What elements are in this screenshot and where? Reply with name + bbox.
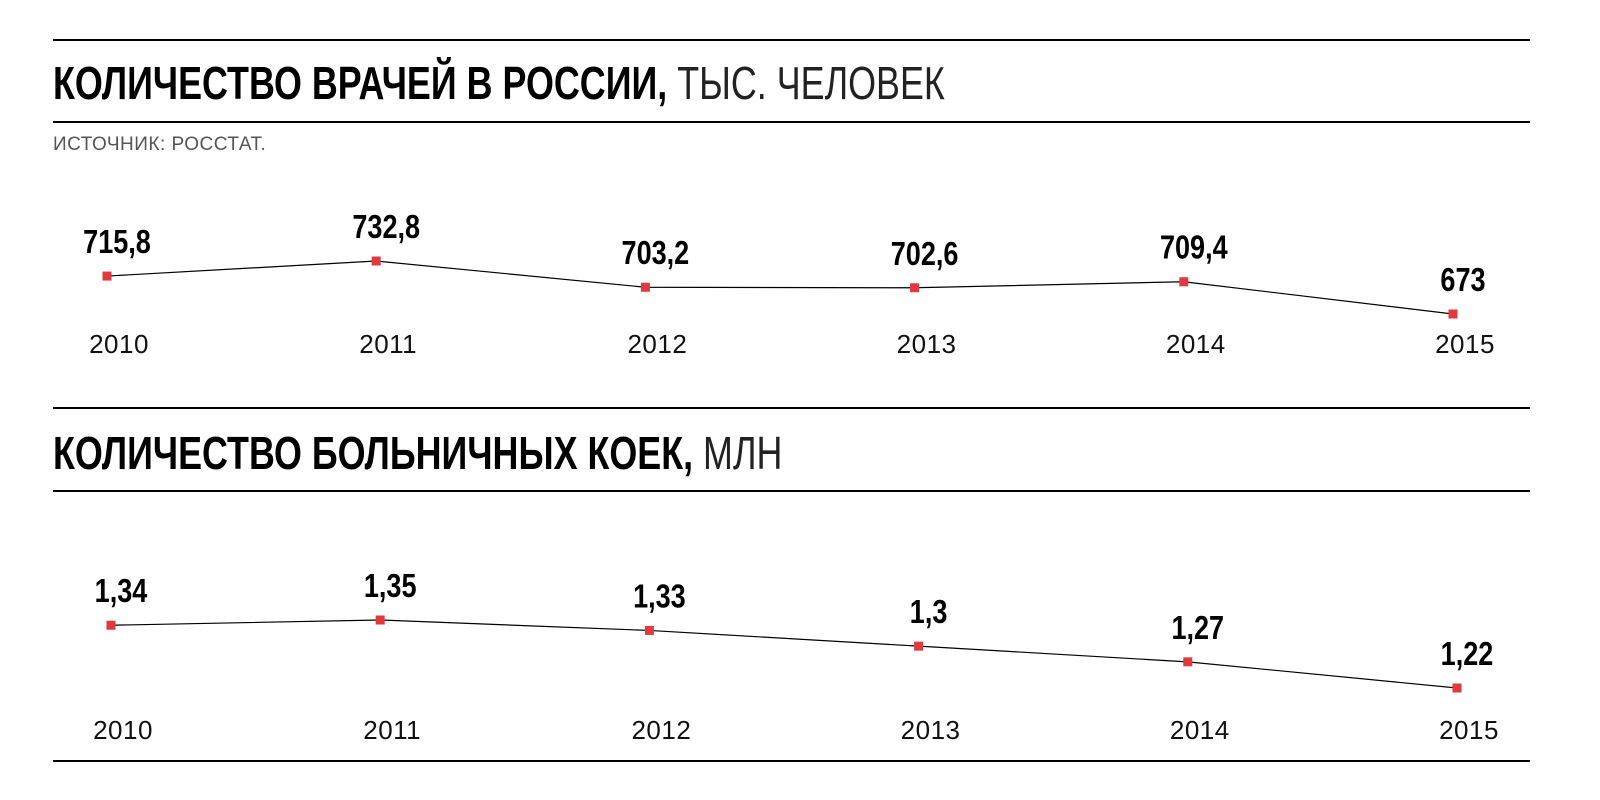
chart1-x-tick-label: 2012	[627, 329, 687, 359]
chart2-title-main: КОЛИЧЕСТВО БОЛЬНИЧНЫХ КОЕК,	[53, 427, 694, 479]
chart1-series-line	[106, 260, 1454, 315]
chart2-x-tick-label: 2015	[1439, 715, 1499, 745]
chart1-value-label: 702,6	[891, 236, 959, 272]
chart2-point-2014	[1183, 657, 1193, 667]
bottom-rule	[53, 760, 1530, 762]
chart1-point-2011	[371, 256, 381, 266]
chart2-value-label: 1,35	[364, 569, 417, 605]
chart2-point-2011	[375, 615, 385, 625]
top-rule	[53, 39, 1530, 41]
chart1-x-tick-label: 2010	[89, 329, 149, 359]
chart2-point-2010	[106, 620, 116, 630]
chart2-title: КОЛИЧЕСТВО БОЛЬНИЧНЫХ КОЕК, МЛН	[53, 430, 782, 476]
chart1-point-2015	[1448, 309, 1458, 319]
title2-underline	[53, 490, 1530, 492]
chart1-title-unit: ТЫС. ЧЕЛОВЕК	[677, 57, 945, 109]
chart2-value-label: 1,27	[1171, 610, 1224, 646]
chart1-value-label: 673	[1440, 263, 1485, 299]
chart1-x-tick-label: 2014	[1166, 329, 1226, 359]
chart2-x-tick-label: 2011	[363, 715, 421, 745]
chart1-point-2010	[102, 271, 112, 281]
chart2-point-2015	[1452, 683, 1462, 693]
chart1-x-tick-label: 2013	[897, 329, 957, 359]
chart1-value-label: 709,4	[1160, 230, 1228, 266]
chart2-value-label: 1,22	[1441, 637, 1494, 673]
chart1-value-label: 732,8	[352, 210, 420, 246]
chart2-title-unit: МЛН	[703, 427, 783, 479]
chart1-value-label: 703,2	[622, 236, 690, 272]
chart1-point-2012	[640, 282, 650, 292]
doctors-line-chart: 715,8 2010 732,8 2011 703,2 2012 702,6 2013 709,…	[83, 210, 1495, 359]
chart1-title: КОЛИЧЕСТВО ВРАЧЕЙ В РОССИИ, ТЫС. ЧЕЛОВЕК	[53, 60, 945, 106]
title1-underline	[53, 121, 1530, 123]
chart2-point-2013	[914, 641, 924, 651]
chart2-point-2012	[644, 625, 654, 635]
chart2-x-tick-label: 2014	[1170, 715, 1230, 745]
chart1-x-tick-label: 2015	[1435, 329, 1495, 359]
section-divider	[53, 407, 1530, 409]
chart1-x-tick-label: 2011	[359, 329, 417, 359]
chart1-point-2014	[1179, 277, 1189, 287]
chart2-value-label: 1,3	[910, 595, 948, 631]
chart1-point-2013	[910, 283, 920, 293]
chart2-series-line	[110, 619, 1458, 689]
chart1-value-label: 715,8	[83, 225, 151, 261]
chart2-x-tick-label: 2013	[901, 715, 961, 745]
chart1-title-main: КОЛИЧЕСТВО ВРАЧЕЙ В РОССИИ,	[53, 57, 668, 109]
chart2-x-tick-label: 2012	[631, 715, 691, 745]
chart2-x-tick-label: 2010	[93, 715, 153, 745]
source-note: ИСТОЧНИК: РОССТАТ.	[53, 134, 267, 155]
chart2-value-label: 1,34	[95, 574, 148, 610]
chart2-value-label: 1,33	[633, 579, 686, 615]
